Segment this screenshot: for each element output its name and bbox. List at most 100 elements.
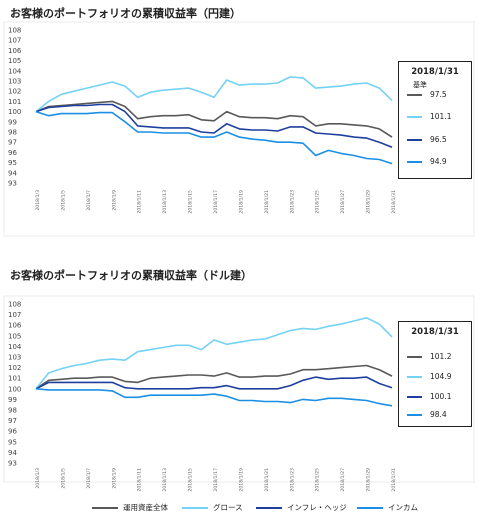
x-tick-label: 2018/1/27 xyxy=(340,190,346,214)
x-tick-label: 2018/1/9 xyxy=(111,468,117,489)
y-tick-label: 99 xyxy=(8,118,17,126)
legend-label-growth: グロース xyxy=(213,503,243,512)
value-box-date: 2018/1/31 xyxy=(411,327,459,337)
line-chart-yen: 93 94 95 96 97 98 99 100 101 102 103 104 105 106 107 10… xyxy=(3,21,475,237)
x-tick-label: 2018/1/19 xyxy=(238,190,244,214)
y-tick-label: 98 xyxy=(8,407,17,415)
y-tick-label: 108 xyxy=(8,27,21,35)
x-tick-label: 2018/1/23 xyxy=(289,190,295,214)
plot-frame xyxy=(3,21,475,237)
y-tick-label: 95 xyxy=(8,438,17,446)
x-tick-label: 2018/1/31 xyxy=(391,190,397,214)
line-swatch-income xyxy=(407,414,422,416)
line-swatch-inflation-hedge xyxy=(407,139,422,141)
chart-title-usd: お客様のポートフォリオの累積収益率（ドル建） xyxy=(10,269,252,282)
line-swatch-growth xyxy=(407,116,422,118)
line-chart-usd: 93 94 95 96 97 98 99 100 101 102 103 104 105 106 107 10… xyxy=(3,295,475,492)
value-box-date: 2018/1/31 xyxy=(411,67,459,77)
x-tick-label: 2018/1/7 xyxy=(86,468,92,489)
chart-legend: 運用資産全体 グロース インフレ・ヘッジ インカム xyxy=(0,500,481,516)
y-tick-label: 97 xyxy=(8,417,17,425)
chart-panel-yen: お客様のポートフォリオの累積収益率（円建） 93 94 95 96 97 98 99 100 1… xyxy=(0,0,481,240)
x-tick-label: 2018/1/13 xyxy=(162,468,168,492)
y-tick-label: 94 xyxy=(8,449,17,457)
x-tick-label: 2018/1/13 xyxy=(162,190,168,214)
x-tick-label: 2018/1/11 xyxy=(137,468,143,492)
y-tick-label: 96 xyxy=(8,428,17,436)
y-tick-label: 106 xyxy=(8,322,22,330)
y-tick-label: 106 xyxy=(8,47,22,55)
series-line-income xyxy=(35,110,393,165)
y-tick-label: 103 xyxy=(8,78,21,86)
series-line-inflation-hedge xyxy=(35,376,393,390)
legend-swatch-inflation-hedge xyxy=(256,507,282,509)
y-tick-label: 103 xyxy=(8,354,21,362)
legend-swatch-total xyxy=(92,507,118,509)
value-inflation-hedge: 96.5 xyxy=(430,135,447,144)
y-tick-label: 98 xyxy=(8,129,17,137)
legend-label-inflation-hedge: インフレ・ヘッジ xyxy=(287,503,347,512)
chart-panel-usd: お客様のポートフォリオの累積収益率（ドル建） 93 94 95 96 97 98 99 100… xyxy=(0,262,481,492)
y-tick-label: 104 xyxy=(8,67,22,75)
x-tick-label: 2018/1/5 xyxy=(60,190,66,211)
legend-swatch-income xyxy=(357,507,383,509)
y-tick-label: 105 xyxy=(8,57,21,65)
line-swatch-income xyxy=(407,161,422,163)
x-tick-label: 2018/1/21 xyxy=(264,190,270,214)
legend-label-total: 運用資産全体 xyxy=(123,503,168,512)
value-growth: 104.9 xyxy=(430,372,452,381)
y-tick-label: 105 xyxy=(8,332,21,340)
y-tick-label: 102 xyxy=(8,88,21,96)
value-total: 101.2 xyxy=(430,352,452,361)
series-line-total xyxy=(35,364,393,390)
x-tick-label: 2018/1/15 xyxy=(188,468,194,492)
chart-title-yen: お客様のポートフォリオの累積収益率（円建） xyxy=(10,7,241,20)
value-income: 98.4 xyxy=(430,410,447,419)
x-tick-label: 2018/1/25 xyxy=(315,468,321,492)
y-tick-label: 104 xyxy=(8,343,22,351)
series-line-income xyxy=(35,388,393,407)
x-tick-label: 2018/1/17 xyxy=(213,190,219,214)
legend-label-income: インカム xyxy=(388,503,418,512)
y-tick-label: 100 xyxy=(8,385,21,393)
x-tick-label: 2018/1/9 xyxy=(111,190,117,211)
x-tick-label: 2018/1/5 xyxy=(60,468,66,489)
x-tick-label: 2018/1/29 xyxy=(366,190,372,214)
line-swatch-total xyxy=(407,94,422,96)
value-box-subtitle: 基準 xyxy=(413,81,427,89)
value-income: 94.9 xyxy=(430,157,447,166)
line-swatch-total xyxy=(407,356,422,358)
y-tick-label: 101 xyxy=(8,375,21,383)
x-tick-label: 2018/1/21 xyxy=(264,468,270,492)
legend-swatch-growth xyxy=(182,507,208,509)
value-box-usd: 2018/1/31 101.2 104.9 100.1 98.4 xyxy=(398,321,472,427)
y-tick-label: 108 xyxy=(8,301,21,309)
y-tick-label: 107 xyxy=(8,311,21,319)
x-tick-label: 2018/1/29 xyxy=(366,468,372,492)
series-line-inflation-hedge xyxy=(35,103,393,149)
x-tick-label: 2018/1/15 xyxy=(188,190,194,214)
y-tick-label: 95 xyxy=(8,159,17,167)
value-box-yen: 2018/1/31 基準 97.5 101.1 96.5 94.9 xyxy=(398,61,472,179)
value-inflation-hedge: 100.1 xyxy=(430,392,452,401)
x-tick-label: 2018/1/23 xyxy=(289,468,295,492)
plot-frame xyxy=(3,295,475,483)
line-swatch-inflation-hedge xyxy=(407,396,422,398)
x-tick-label: 2018/1/27 xyxy=(340,468,346,492)
x-tick-label: 2018/1/7 xyxy=(86,190,92,211)
y-tick-label: 101 xyxy=(8,98,21,106)
x-tick-label: 2018/1/31 xyxy=(391,468,397,492)
x-tick-label: 2018/1/25 xyxy=(315,190,321,214)
value-growth: 101.1 xyxy=(430,112,452,121)
y-tick-label: 96 xyxy=(8,149,17,157)
y-tick-label: 99 xyxy=(8,396,17,404)
series-line-total xyxy=(35,100,393,138)
y-tick-label: 107 xyxy=(8,37,21,45)
y-tick-label: 102 xyxy=(8,364,21,372)
x-tick-label: 2018/1/19 xyxy=(238,468,244,492)
y-tick-label: 94 xyxy=(8,169,17,177)
y-tick-label: 97 xyxy=(8,139,17,147)
x-tick-label: 2018/1/3 xyxy=(35,468,41,489)
line-swatch-growth xyxy=(407,376,422,378)
value-total: 97.5 xyxy=(430,90,447,99)
